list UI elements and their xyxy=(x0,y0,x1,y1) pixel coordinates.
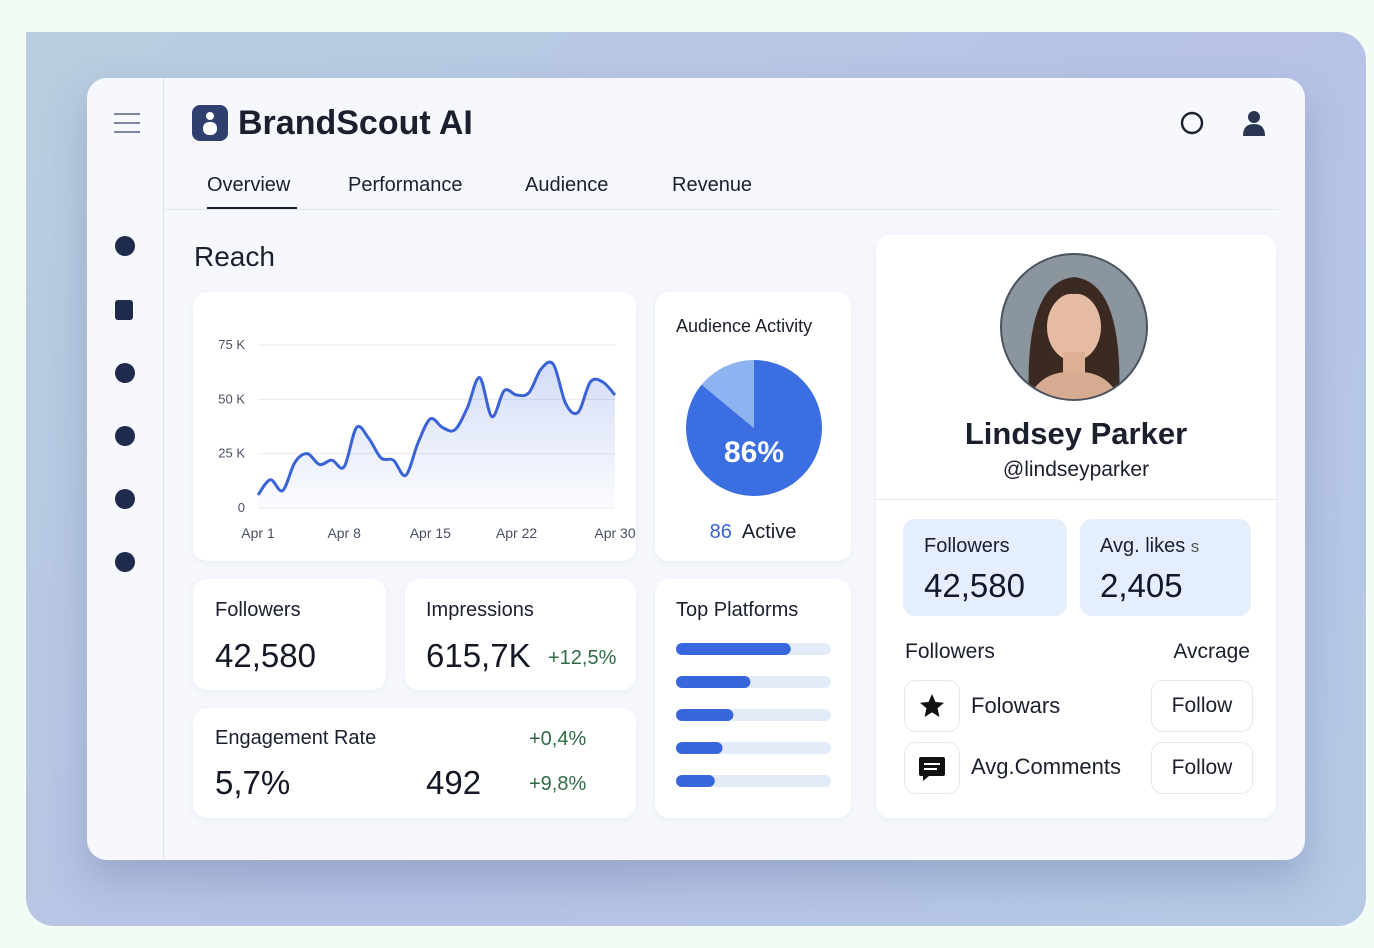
list-header: Avcrage xyxy=(1173,640,1250,663)
active-label: Active xyxy=(741,521,797,543)
pie-chart: 86% xyxy=(686,360,822,496)
card-title: Audience Activity xyxy=(676,316,813,336)
stat-card: Followers 42,580 xyxy=(193,579,386,690)
stat-label: Followers xyxy=(215,599,301,621)
label-text: Avg. likes xyxy=(1100,535,1186,557)
nav-icon[interactable] xyxy=(115,300,133,320)
row-label: Avg.Comments xyxy=(971,754,1121,779)
account-button[interactable] xyxy=(1242,109,1266,137)
bar xyxy=(676,643,791,655)
app-title: BrandScout AI xyxy=(238,104,473,142)
y-tick-label: 25 K xyxy=(218,446,245,461)
profile-card: Lindsey Parker @lindseyparker Followers … xyxy=(876,235,1276,818)
stat-label: Followers xyxy=(924,535,1010,557)
sidebar xyxy=(87,78,164,860)
profile-stat: Avg. likes s 2,405 xyxy=(1080,519,1251,616)
x-tick-label: Apr 22 xyxy=(496,525,537,541)
tab[interactable]: Revenue xyxy=(672,174,753,196)
stat-count: 492 xyxy=(426,764,482,801)
bar xyxy=(676,676,751,688)
bar-chart xyxy=(676,643,831,787)
nav-icon[interactable] xyxy=(115,552,135,572)
search-button[interactable] xyxy=(1180,111,1204,135)
follow-button[interactable]: Follow xyxy=(1151,680,1253,732)
stat-value: 42,580 xyxy=(924,567,1025,604)
reach-card: 0 25 K 50 K 75 K Apr 1 Apr 8 Apr 15 Apr 22 Apr 3… xyxy=(193,292,636,561)
y-tick-label: 75 K xyxy=(218,337,245,352)
x-tick-label: Apr 30 xyxy=(594,525,635,541)
y-tick-label: 50 K xyxy=(218,391,245,406)
line xyxy=(256,360,617,496)
bar xyxy=(676,775,715,787)
nav-icon[interactable] xyxy=(115,489,135,509)
stat-change: +12,5% xyxy=(548,647,617,669)
row-label: Folowars xyxy=(971,693,1061,718)
divider xyxy=(876,499,1276,500)
stat-card: Impressions 615,7K +12,5% xyxy=(405,579,636,690)
active-count: 86 xyxy=(709,521,732,543)
bar-track xyxy=(676,775,831,787)
profile-stat: Followers 42,580 xyxy=(903,519,1067,616)
stat-value: 42,580 xyxy=(215,637,316,674)
x-tick-label: Apr 15 xyxy=(410,525,451,541)
nav-icon[interactable] xyxy=(115,426,135,446)
audience-card: Audience Activity 86% 86 Active xyxy=(655,292,851,561)
nav-icon[interactable] xyxy=(115,363,135,383)
row-icon xyxy=(904,742,960,794)
stat-card: Engagement Rate 5,7% 492 +0,4% +9,8% xyxy=(193,708,636,818)
pie-slice xyxy=(701,360,754,428)
tab[interactable]: Overview xyxy=(207,174,291,196)
stat-label: Avg. likes s xyxy=(1100,535,1199,558)
tab-underline xyxy=(207,207,297,209)
row-icon xyxy=(904,680,960,732)
stat-change: +9,8% xyxy=(529,773,587,795)
label-suffix: s xyxy=(1190,537,1200,556)
follow-button[interactable]: Follow xyxy=(1151,742,1253,794)
platforms-card: Top Platforms xyxy=(655,579,851,818)
stat-value: 5,7% xyxy=(215,764,291,801)
x-tick-label: Apr 8 xyxy=(327,525,361,541)
card-title: Top Platforms xyxy=(676,599,799,621)
divider xyxy=(164,209,1279,210)
bar xyxy=(676,709,734,721)
stat-value: 2,405 xyxy=(1100,567,1183,604)
section-title: Reach xyxy=(194,241,275,272)
app-window: BrandScout AI Overview Performance Audie… xyxy=(87,78,1305,860)
stat-change: +0,4% xyxy=(529,728,587,750)
avatar xyxy=(1000,253,1148,401)
tab[interactable]: Audience xyxy=(525,174,609,196)
active-line: 86 Active xyxy=(655,521,851,544)
y-tick-label: 0 xyxy=(238,500,245,515)
tab[interactable]: Performance xyxy=(348,174,463,196)
x-tick-label: Apr 1 xyxy=(241,525,275,541)
stat-label: Engagement Rate xyxy=(215,727,377,749)
menu-button[interactable] xyxy=(114,112,140,134)
logo xyxy=(192,105,228,141)
profile-name: Lindsey Parker xyxy=(964,416,1188,451)
stat-label: Impressions xyxy=(426,599,534,621)
pie-label: 86% xyxy=(724,436,784,469)
area xyxy=(258,362,615,508)
line-chart: 0 25 K 50 K 75 K Apr 1 Apr 8 Apr 15 Apr 22 Apr 3… xyxy=(218,337,636,541)
profile-handle: @lindseyparker xyxy=(1002,458,1150,481)
stat-value: 615,7K xyxy=(426,637,531,674)
list-header: Followers xyxy=(905,640,995,663)
nav-icon[interactable] xyxy=(115,236,135,256)
bar xyxy=(676,742,723,754)
